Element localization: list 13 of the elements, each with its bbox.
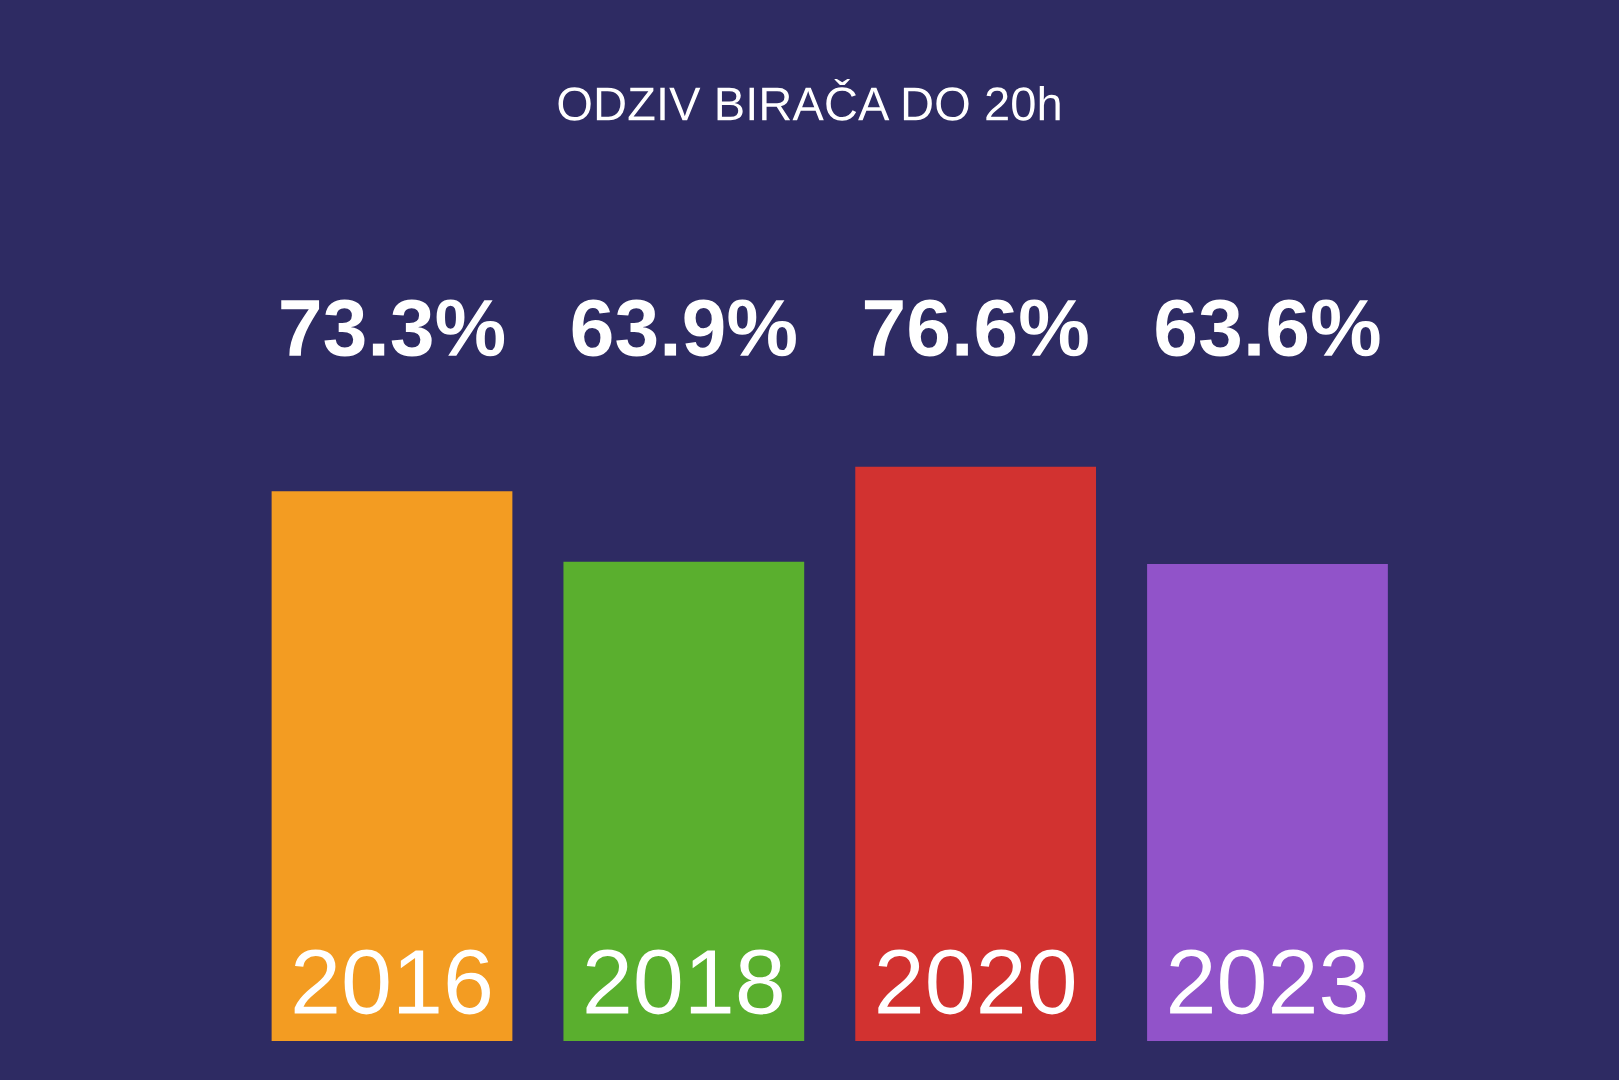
- data-label: 63.9%: [572, 299, 796, 357]
- bar: [563, 561, 805, 1042]
- x-tick-label: 2020: [878, 949, 1075, 1015]
- x-tick-label: 2018: [586, 949, 782, 1015]
- data-label: 73.3%: [281, 299, 505, 357]
- x-tick-label: 2016: [294, 949, 490, 1015]
- bar: [855, 466, 1097, 1042]
- chart-title: ODZIV BIRAČA DO 20h: [558, 78, 1060, 121]
- bar: [271, 491, 513, 1042]
- bar: [1147, 564, 1388, 1042]
- data-label: 63.6%: [1156, 299, 1380, 357]
- data-label: 76.6%: [864, 299, 1088, 357]
- x-tick-label: 2023: [1170, 949, 1366, 1015]
